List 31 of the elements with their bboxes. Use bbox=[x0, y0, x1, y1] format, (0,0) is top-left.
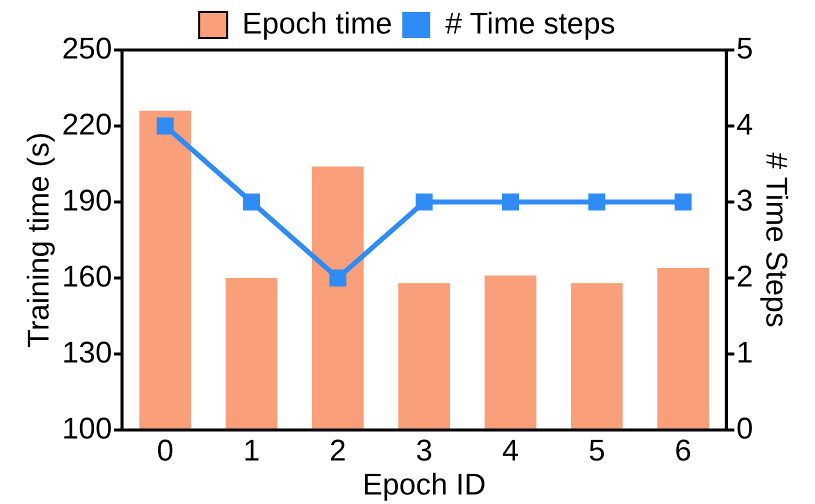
y-tick-label: 130 bbox=[62, 336, 112, 370]
x-tick-label: 4 bbox=[502, 434, 519, 468]
y2-tick-label: 5 bbox=[736, 32, 754, 66]
legend-label: Epoch time bbox=[242, 7, 392, 40]
point bbox=[329, 270, 346, 286]
point bbox=[588, 194, 606, 210]
x-tick-label: 2 bbox=[330, 434, 346, 468]
y-tick-label: 220 bbox=[62, 108, 112, 142]
x-axis-title: Epoch ID bbox=[362, 468, 486, 502]
x-tick-label: 3 bbox=[416, 434, 433, 468]
x-tick-label: 6 bbox=[674, 434, 692, 468]
y2-tick-label: 2 bbox=[736, 260, 754, 294]
point bbox=[156, 118, 174, 134]
y2-tick-label: 0 bbox=[736, 412, 754, 446]
x-tick-label: 5 bbox=[588, 434, 606, 468]
y2-tick-label: 3 bbox=[736, 184, 754, 218]
y-tick-label: 250 bbox=[62, 32, 112, 66]
y-axis-title: Training time (s) bbox=[22, 132, 56, 348]
point bbox=[502, 194, 519, 210]
point bbox=[674, 194, 692, 210]
point bbox=[243, 194, 260, 210]
x-tick-label: 0 bbox=[156, 434, 174, 468]
point bbox=[416, 194, 433, 210]
y2-tick-label: 4 bbox=[736, 108, 754, 142]
y-tick-label: 190 bbox=[62, 184, 112, 218]
x-tick-label: 1 bbox=[243, 434, 260, 468]
y-tick-label: 160 bbox=[62, 260, 112, 294]
y-tick-label: 100 bbox=[62, 412, 112, 446]
y2-axis-title: # Time Steps bbox=[760, 152, 793, 328]
y2-tick-label: 1 bbox=[736, 336, 754, 370]
legend-label: # Time steps bbox=[445, 7, 616, 40]
